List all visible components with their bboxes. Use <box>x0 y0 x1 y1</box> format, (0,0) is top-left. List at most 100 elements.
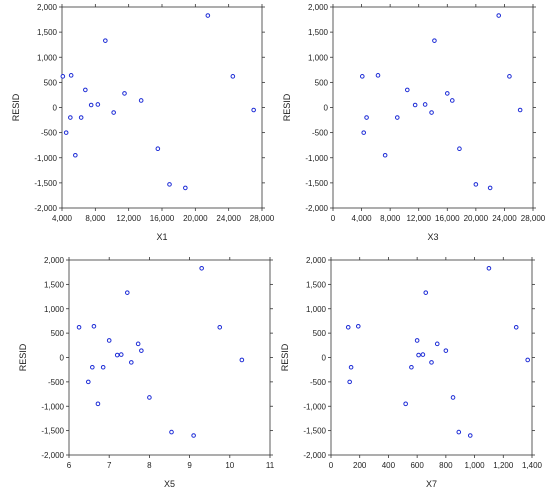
x-tick-label: 16,000 <box>150 214 175 223</box>
data-point <box>100 364 106 370</box>
data-point <box>345 324 351 330</box>
data-point <box>473 182 479 187</box>
scatter-panel-x7: 2,000 1,500 1,000 500 0 -500 -1,000 -1,500 -2,00… <box>280 256 543 489</box>
data-point <box>239 357 245 363</box>
y-tick-label: -1,000 <box>303 402 326 411</box>
data-point <box>450 395 456 400</box>
data-point <box>124 290 130 295</box>
x-tick-label: 1,000 <box>465 461 486 470</box>
y-tick-label: -500 <box>41 129 58 138</box>
data-point <box>199 265 204 271</box>
y-tick-label: 0 <box>324 104 329 113</box>
y-tick-label: 2,000 <box>37 3 58 12</box>
x-tick-label: 12,000 <box>406 214 431 223</box>
data-point <box>95 401 101 407</box>
plot-frame <box>61 6 263 209</box>
data-point <box>155 146 161 152</box>
x-tick-label: 1,400 <box>522 461 543 470</box>
data-point <box>375 73 381 78</box>
data-point <box>517 107 523 113</box>
data-point <box>91 324 97 329</box>
y-tick-label: 1,000 <box>44 305 65 314</box>
x-tick-label: 4,000 <box>52 214 73 223</box>
x-tick-label: 28,000 <box>521 214 546 223</box>
data-point <box>60 74 66 79</box>
data-point <box>251 107 256 113</box>
x-axis-title: X7 <box>426 479 437 489</box>
data-point <box>63 130 69 135</box>
y-axis-title: RESID <box>11 93 21 121</box>
scatter-panel-x1: 2,000 1,500 1,000 500 0 -500 -1,000 -1,500 -2,00… <box>11 3 275 242</box>
data-point <box>348 364 354 370</box>
x-tick-label: 8 <box>147 461 152 470</box>
data-point <box>429 360 434 365</box>
x-tick-label: 7 <box>107 461 112 470</box>
data-point <box>90 364 95 370</box>
data-point <box>118 352 124 357</box>
y-tick-label: -1,500 <box>41 427 64 436</box>
data-point <box>85 379 91 385</box>
data-point <box>416 352 421 358</box>
y-tick-label: -1,500 <box>34 179 57 188</box>
y-tick-label: -500 <box>310 378 327 387</box>
y-axis-title: RESID <box>18 343 28 371</box>
data-point <box>103 38 108 43</box>
plot-frame <box>68 259 271 456</box>
y-tick-label: 0 <box>53 104 58 113</box>
y-tick-label: -1,000 <box>305 154 328 163</box>
data-point <box>169 429 174 435</box>
x-tick-label: 600 <box>410 461 424 470</box>
x-tick-label: 24,000 <box>216 214 241 223</box>
x-tick-label: 20,000 <box>183 214 208 223</box>
y-tick-label: 1,000 <box>308 53 329 62</box>
y-tick-label: -500 <box>48 378 65 387</box>
y-tick-label: -500 <box>312 129 329 138</box>
x-axis-title: X3 <box>427 232 438 242</box>
y-tick-label: 1,500 <box>37 28 58 37</box>
y-axis-title: RESID <box>280 343 290 371</box>
data-point <box>525 357 530 363</box>
x-tick-label: 800 <box>439 461 453 470</box>
x-tick-label: 8,000 <box>85 214 106 223</box>
data-point <box>486 265 492 271</box>
y-tick-label: 0 <box>322 354 327 363</box>
y-tick-label: 1,000 <box>37 53 58 62</box>
data-point <box>76 324 82 330</box>
x-tick-label: 6 <box>67 461 72 470</box>
data-point <box>68 115 73 120</box>
x-tick-label: 28,000 <box>250 214 275 223</box>
y-axis-title: RESID <box>282 93 292 121</box>
data-point <box>347 379 352 385</box>
data-point <box>167 182 172 187</box>
data-point <box>412 102 418 108</box>
data-point <box>507 74 512 79</box>
y-tick-label: 2,000 <box>306 256 327 265</box>
data-point <box>414 338 420 343</box>
data-point <box>122 91 127 96</box>
data-point <box>183 185 188 191</box>
data-point <box>487 185 493 191</box>
y-tick-label: 2,000 <box>308 3 329 12</box>
data-point <box>139 348 144 353</box>
x-tick-label: 8,000 <box>380 214 401 223</box>
y-tick-label: -2,000 <box>305 204 328 213</box>
data-point <box>409 364 414 370</box>
data-point <box>403 401 408 407</box>
data-point <box>114 352 120 358</box>
y-tick-label: 2,000 <box>44 256 65 265</box>
data-point <box>404 87 410 93</box>
data-point <box>95 102 101 107</box>
data-point <box>88 102 94 108</box>
data-point <box>496 13 502 18</box>
scatter-panel-x5: 2,000 1,500 1,000 500 0 -500 -1,000 -1,500 -2,00… <box>18 256 275 489</box>
x-tick-label: 20,000 <box>464 214 489 223</box>
y-tick-label: -1,500 <box>305 179 328 188</box>
x-tick-label: 400 <box>382 461 396 470</box>
data-point <box>382 152 388 158</box>
data-point <box>457 146 462 152</box>
data-point <box>138 98 144 103</box>
plot-frame <box>330 259 533 456</box>
data-point <box>73 152 78 158</box>
